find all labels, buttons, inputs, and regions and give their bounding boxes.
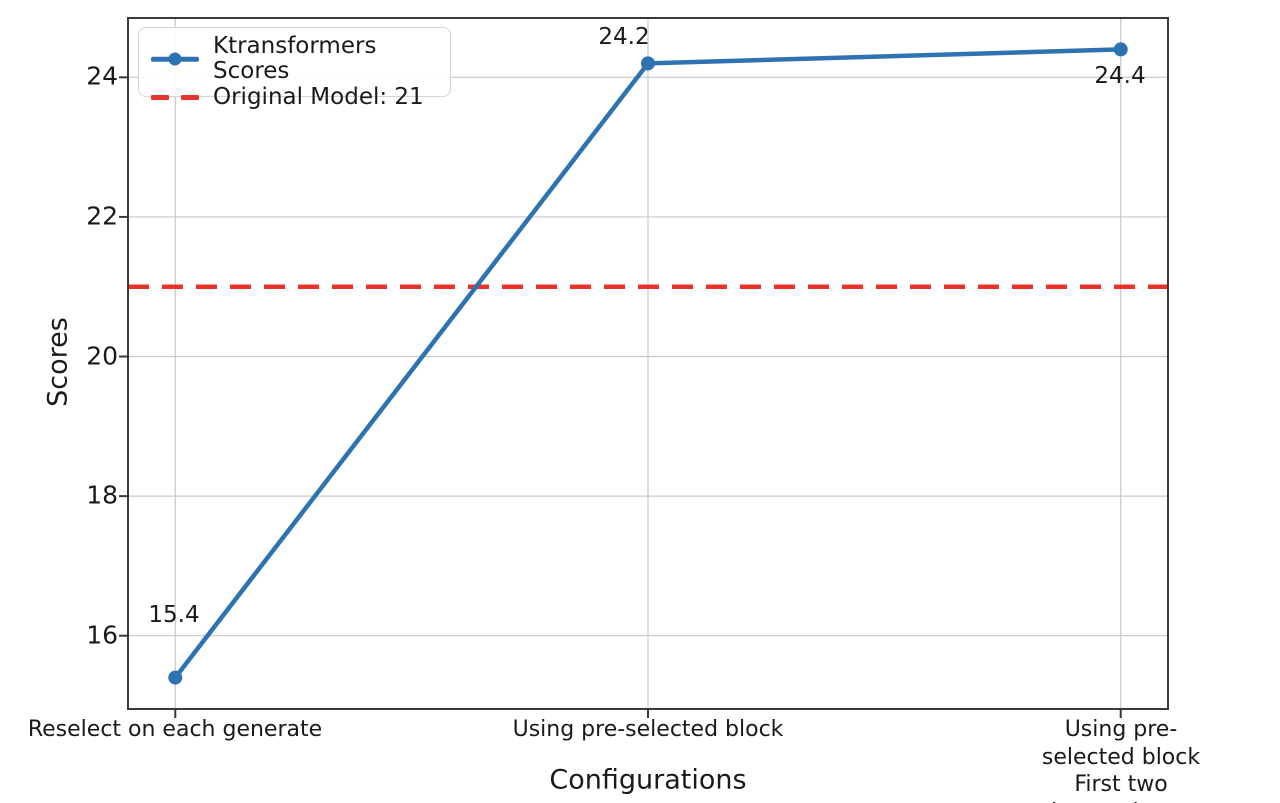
legend-solid-line-marker-sample [151, 52, 199, 66]
x-tick-label: Using pre-selected block First two layer… [1041, 717, 1201, 803]
y-tick-label: 16 [86, 620, 118, 650]
data-point-label: 15.4 [148, 602, 200, 628]
legend-dash-glyph [181, 94, 199, 100]
data-point-label: 24.2 [598, 24, 650, 50]
y-tick-label: 18 [86, 480, 118, 510]
x-axis-title: Configurations [549, 764, 747, 796]
legend-item-ktransformers-scores: Ktransformers Scores [151, 33, 438, 85]
data-point-marker [168, 670, 183, 685]
legend-dashed-line-sample [151, 90, 199, 104]
legend-dash-glyph [151, 94, 169, 100]
data-point-marker [641, 56, 655, 71]
y-tick-label: 20 [86, 341, 118, 371]
legend-item-original-model: Original Model: 21 [151, 83, 438, 110]
x-tick-label: Using pre-selected block [512, 717, 784, 742]
legend: Ktransformers Scores Original Model: 21 [138, 27, 451, 109]
y-tick-label: 24 [86, 61, 118, 91]
legend-label: Original Model: 21 [213, 83, 424, 110]
data-point-label: 24.4 [1094, 63, 1146, 89]
plot-border [127, 17, 1169, 710]
y-tick-label: 22 [86, 201, 118, 231]
legend-label: Ktransformers Scores [213, 33, 377, 85]
legend-marker-dot-glyph [168, 52, 182, 66]
y-axis-title: Scores [42, 317, 74, 407]
data-point-marker [1113, 42, 1128, 57]
x-tick-label: Reselect on each generate [27, 717, 323, 742]
